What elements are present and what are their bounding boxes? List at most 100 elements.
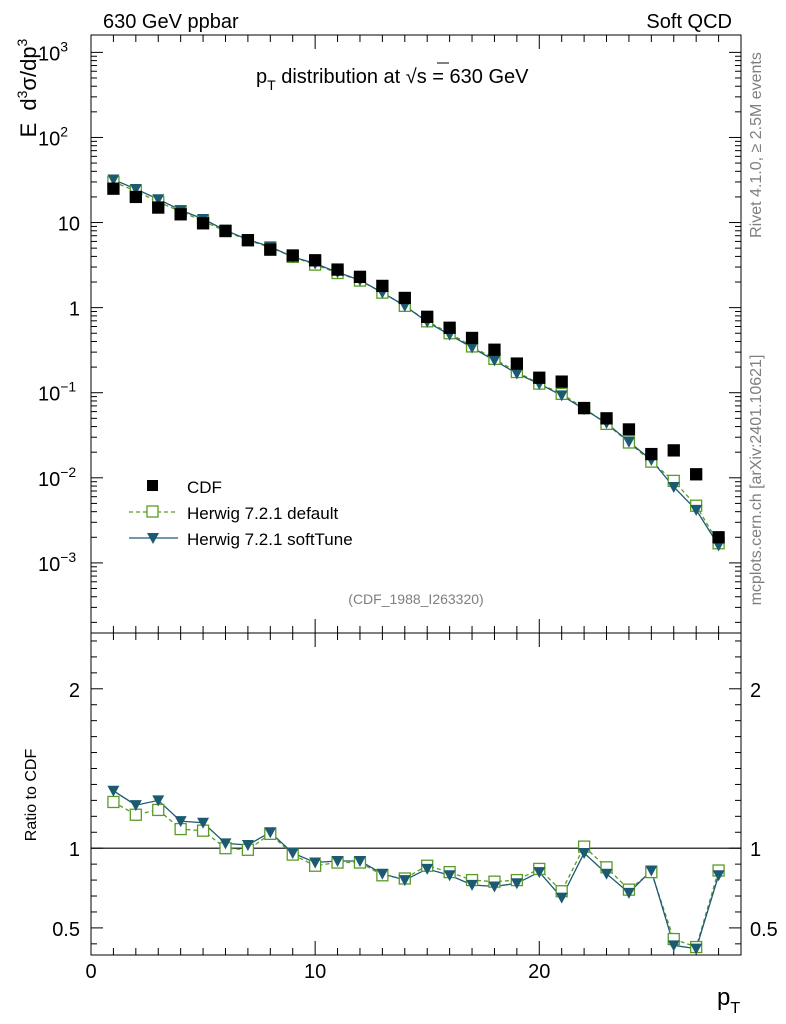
ratio-point-softtune: [600, 868, 613, 880]
ratio-point-softtune: [578, 847, 591, 859]
data-point-softtune: [466, 342, 479, 354]
ratio-point-softtune: [309, 857, 322, 869]
data-point-softtune: [488, 355, 501, 367]
ratio-point-softtune: [129, 800, 142, 812]
data-point-cdf: [152, 201, 165, 214]
data-point-softtune: [690, 504, 703, 516]
ratio-y-tick-label-right: 2: [750, 680, 761, 702]
ratio-point-default: [107, 795, 120, 809]
data-point-cdf: [555, 375, 568, 388]
sqrt-symbol: √: [406, 66, 417, 88]
ratio-point-softtune: [443, 870, 456, 882]
ratio-point-softtune: [488, 881, 501, 893]
data-point-cdf: [331, 263, 344, 276]
ratio-point-softtune: [152, 795, 165, 807]
ratio-y-tick-label-left: 1: [69, 839, 80, 861]
data-point-cdf: [421, 310, 434, 323]
data-point-cdf: [264, 243, 277, 256]
data-point-cdf: [196, 217, 210, 230]
ratio-point-softtune: [398, 875, 411, 887]
y-tick-label: 10−1: [38, 379, 76, 406]
x-tick-label: 20: [528, 961, 550, 983]
data-point-cdf: [465, 331, 479, 345]
data-point-cdf: [622, 423, 636, 436]
ratio-point-softtune: [510, 878, 523, 890]
data-point-cdf: [241, 234, 255, 247]
ratio-y-tick-label-left: 0.5: [52, 919, 80, 941]
x-axis-label: pT: [717, 984, 740, 1017]
rivet-label: Rivet 4.1.0, ≥ 2.5M events: [748, 52, 765, 238]
ratio-plot-frame: [90, 632, 742, 956]
ratio-line-default: [113, 801, 720, 948]
ratio-point-softtune: [353, 855, 366, 867]
y-tick-label: 102: [38, 123, 68, 150]
ratio-point-softtune: [376, 868, 389, 880]
ratio-point-softtune: [107, 785, 120, 797]
data-point-cdf: [600, 412, 613, 425]
mcplots-label: mcplots.cern.ch [arXiv:2401.10621]: [748, 355, 765, 606]
ratio-line-softtune: [113, 790, 720, 950]
data-point-softtune: [555, 390, 568, 402]
ratio-point-softtune: [622, 887, 635, 899]
data-point-softtune: [667, 481, 680, 493]
ratio-point-softtune: [264, 827, 277, 839]
legend-label-cdf: CDF: [187, 478, 222, 497]
ratio-point-softtune: [533, 867, 546, 879]
legend-marker-default: [146, 505, 159, 518]
legend-label-default: Herwig 7.2.1 default: [187, 504, 338, 523]
data-point-softtune: [152, 194, 165, 206]
ratio-point-softtune: [219, 838, 232, 850]
y-tick-label: 10: [58, 214, 80, 236]
data-point-cdf: [443, 321, 456, 334]
ratio-point-softtune: [286, 847, 299, 859]
data-point-cdf: [533, 371, 546, 384]
main-series-layer: [107, 174, 725, 552]
x-tick-label: 10: [304, 961, 326, 983]
y-tick-label: 1: [69, 299, 80, 321]
legend-marker-cdf: [147, 480, 158, 491]
ratio-point-softtune: [555, 892, 568, 904]
ratio-y-axis-label: Ratio to CDF: [23, 749, 40, 842]
legend-marker-softtune: [147, 533, 159, 544]
data-point-softtune: [622, 436, 635, 448]
y-tick-label: 10−3: [38, 549, 76, 576]
data-point-cdf: [174, 208, 187, 221]
data-point-cdf: [308, 254, 322, 267]
data-point-cdf: [690, 468, 703, 481]
data-point-cdf: [219, 224, 232, 237]
data-point-cdf: [577, 401, 591, 415]
data-point-cdf: [398, 291, 411, 305]
header-right: Soft QCD: [646, 11, 732, 33]
ratio-point-softtune: [712, 870, 725, 882]
main-y-axis-label: Ed3σ/dp3: [14, 38, 41, 137]
data-point-softtune: [107, 174, 120, 186]
data-point-cdf: [129, 190, 142, 204]
ratio-point-softtune: [645, 865, 658, 877]
ratio-y-tick-label-right: 0.5: [750, 919, 778, 941]
data-point-cdf: [353, 270, 367, 284]
ratio-point-softtune: [331, 855, 344, 867]
data-point-cdf: [712, 531, 725, 544]
ratio-point-softtune: [174, 816, 187, 828]
header-left: 630 GeV ppbar: [103, 11, 239, 33]
ratio-point-softtune: [667, 940, 680, 952]
data-point-cdf: [645, 447, 658, 461]
legend-label-softtune: Herwig 7.2.1 softTune: [187, 530, 353, 549]
data-point-cdf: [488, 343, 501, 356]
x-tick-label: 0: [85, 961, 96, 983]
legend: CDF Herwig 7.2.1 default Herwig 7.2.1 so…: [129, 478, 353, 549]
ratio-y-tick-label-right: 1: [750, 839, 761, 861]
series-line-softtune: [113, 179, 720, 546]
plot-title: pT distribution at √s = 630 GeV: [256, 66, 529, 93]
y-tick-label: 103: [38, 38, 68, 65]
ratio-point-softtune: [241, 840, 254, 852]
data-point-cdf: [667, 444, 680, 457]
data-point-softtune: [129, 183, 142, 195]
ratio-point-softtune: [421, 863, 434, 875]
data-point-softtune: [510, 368, 523, 380]
y-tick-label: 10−2: [38, 464, 76, 491]
ratio-point-softtune: [690, 943, 703, 955]
ratio-series-layer: [107, 785, 725, 955]
